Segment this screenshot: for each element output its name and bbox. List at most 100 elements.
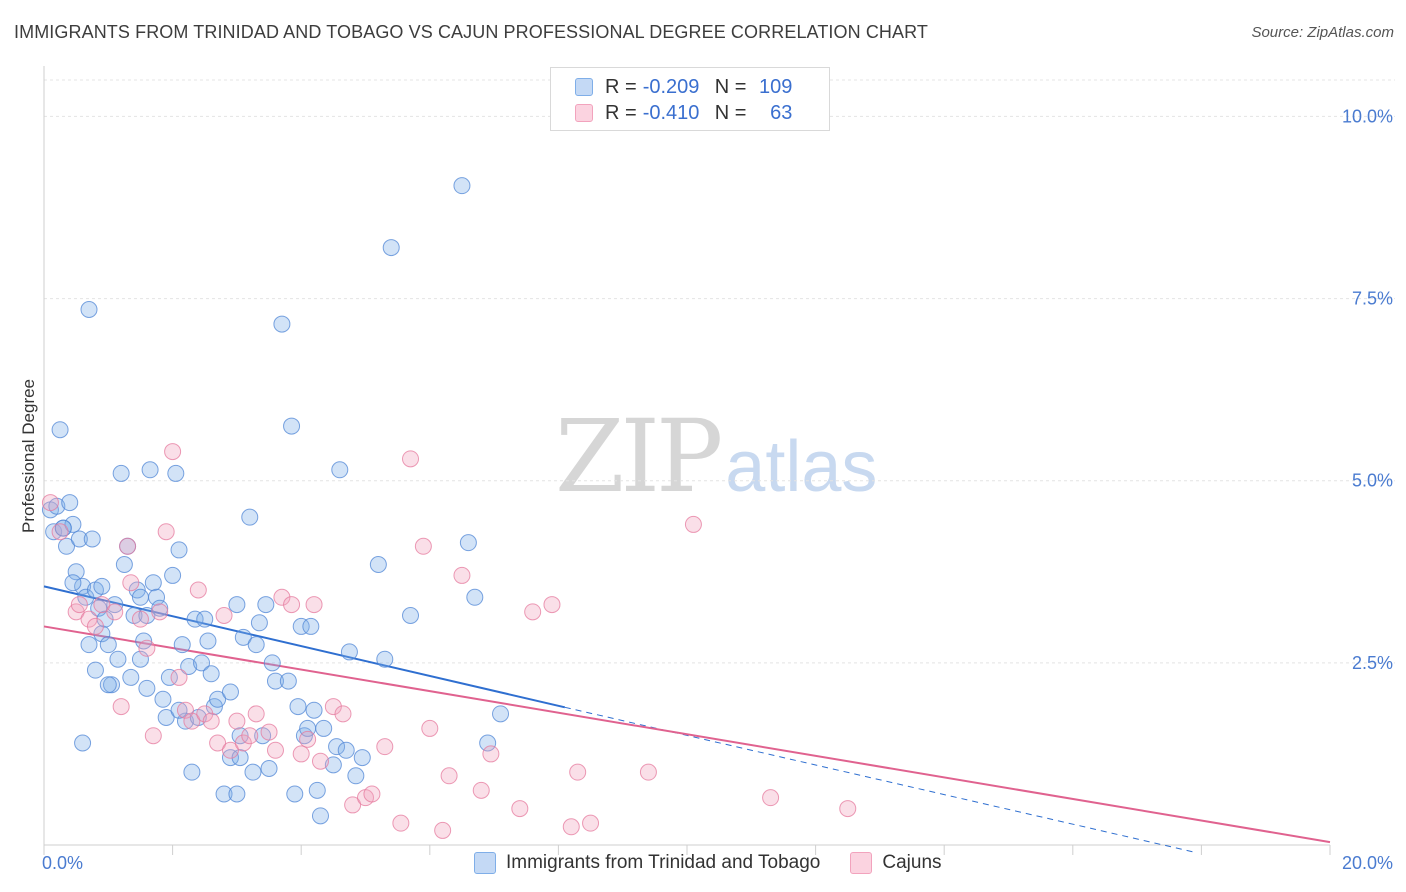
data-point	[260, 723, 278, 741]
data-point	[51, 421, 69, 439]
data-point	[138, 639, 156, 657]
data-point	[157, 523, 175, 541]
data-point	[369, 556, 387, 573]
data-point	[344, 796, 362, 814]
data-point	[64, 515, 82, 533]
data-point	[250, 614, 268, 632]
data-point	[193, 654, 211, 672]
chart-title: IMMIGRANTS FROM TRINIDAD AND TOBAGO VS C…	[14, 22, 928, 42]
data-point	[340, 643, 358, 661]
watermark: ZIPatlas	[555, 398, 877, 515]
series-trinidad-points	[41, 177, 510, 825]
data-point	[241, 727, 259, 745]
data-point	[286, 785, 304, 803]
data-point	[106, 596, 124, 614]
data-point	[241, 508, 259, 526]
data-point	[228, 596, 246, 614]
data-point	[138, 679, 156, 697]
y-tick-label: 2.5%	[1352, 653, 1393, 673]
correlation-legend: R = -0.209 N = 109 R = -0.410 N = 63	[550, 67, 830, 131]
data-point	[453, 566, 471, 584]
series-legend-item-cajuns[interactable]: Cajuns	[850, 852, 942, 874]
data-point	[154, 690, 172, 708]
data-point	[157, 709, 175, 726]
data-point	[302, 617, 320, 635]
data-point	[131, 588, 149, 606]
legend-swatch-cajuns	[575, 104, 593, 122]
data-point	[170, 701, 188, 719]
data-point	[331, 461, 349, 479]
series-legend-item-trinidad[interactable]: Immigrants from Trinidad and Tobago	[474, 852, 820, 874]
data-point	[144, 727, 162, 745]
data-point	[305, 701, 323, 719]
data-point	[221, 749, 239, 767]
data-point	[221, 741, 239, 759]
x-tick-label: 20.0%	[1342, 853, 1393, 873]
watermark-atlas: atlas	[725, 427, 878, 507]
series-label-trinidad: Immigrants from Trinidad and Tobago	[506, 852, 821, 873]
data-point	[86, 661, 104, 679]
data-point	[247, 636, 265, 654]
legend-r-label: R =	[605, 75, 637, 98]
data-point	[482, 745, 500, 763]
data-point	[160, 668, 178, 686]
data-point	[196, 610, 214, 628]
data-point	[99, 636, 117, 654]
data-point	[524, 603, 542, 621]
data-point	[115, 556, 133, 573]
data-point	[80, 636, 98, 654]
data-point	[202, 665, 220, 683]
data-point	[453, 177, 471, 195]
data-point	[180, 658, 198, 675]
data-point	[170, 541, 188, 559]
data-point	[311, 807, 329, 825]
data-point	[70, 530, 88, 548]
data-point	[186, 610, 204, 628]
data-point	[173, 636, 191, 654]
data-point	[131, 610, 149, 628]
data-point	[131, 650, 149, 668]
data-point	[266, 741, 284, 759]
y-tick-label: 7.5%	[1352, 289, 1393, 309]
data-point	[376, 650, 394, 668]
data-point	[283, 417, 301, 435]
data-point	[64, 574, 82, 592]
data-point	[80, 301, 98, 318]
data-point	[337, 741, 355, 759]
data-point	[334, 705, 352, 723]
legend-swatch-trinidad	[575, 78, 593, 96]
data-point	[376, 738, 394, 756]
data-point	[164, 566, 182, 584]
data-point	[70, 596, 88, 614]
trend-line-cajuns	[43, 625, 1331, 844]
data-point	[41, 494, 59, 512]
data-point	[119, 537, 137, 555]
data-point	[86, 617, 104, 635]
data-point	[215, 785, 233, 803]
data-point	[209, 690, 227, 708]
data-point	[176, 701, 194, 719]
legend-n-label: N =	[714, 75, 747, 98]
data-point	[80, 610, 98, 628]
data-point	[141, 461, 159, 479]
series-legend: Immigrants from Trinidad and Tobago Caju…	[474, 852, 972, 874]
y-tick-label: 10.0%	[1342, 106, 1393, 126]
data-point	[289, 698, 307, 716]
data-point	[305, 596, 323, 614]
data-point	[167, 464, 185, 482]
data-point	[762, 789, 780, 807]
data-point	[231, 749, 249, 767]
data-point	[266, 672, 284, 690]
data-point	[67, 563, 85, 581]
data-point	[273, 315, 291, 333]
data-point	[74, 734, 92, 752]
data-point	[83, 530, 101, 548]
data-point	[292, 745, 310, 763]
data-point	[58, 537, 76, 555]
data-point	[582, 814, 600, 832]
series-cajuns-points	[41, 443, 857, 839]
data-point	[459, 534, 477, 552]
x-tick-labels: 0.0% 20.0%	[42, 853, 1393, 873]
trend-line-trinidad-extension	[564, 706, 1196, 853]
grid	[44, 79, 1395, 664]
